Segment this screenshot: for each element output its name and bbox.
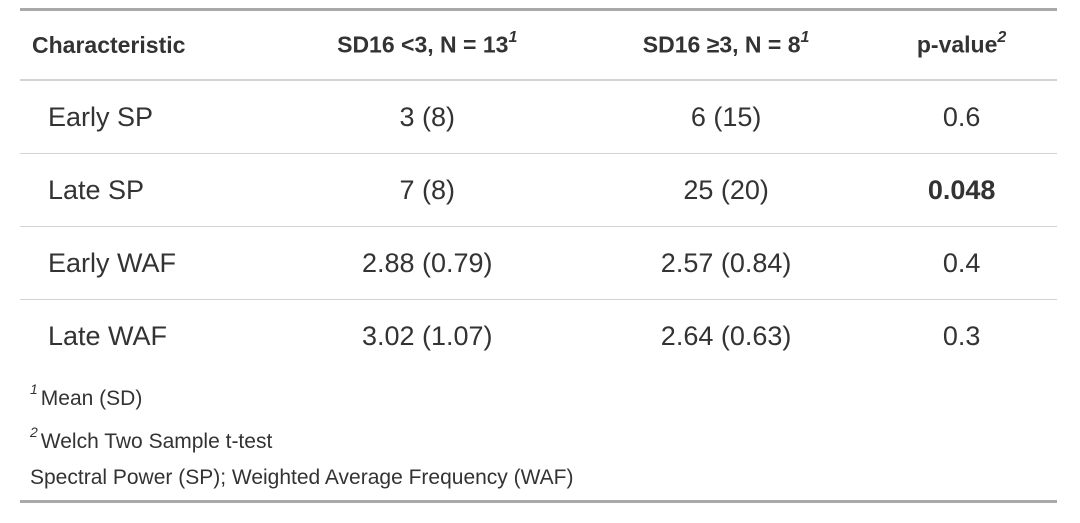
header-group-a-label: SD16 <3, N = 13 <box>337 31 509 58</box>
cell-group-a: 7 (8) <box>268 153 586 227</box>
header-group-b: SD16 ≥3, N = 81 <box>586 11 867 81</box>
table-footnotes: 1 Mean (SD) 2 Welch Two Sample t-test Spec… <box>20 372 1057 500</box>
footnote-text: Welch Two Sample t-test <box>40 430 273 453</box>
header-pvalue: p-value2 <box>866 11 1057 81</box>
table-body: Early SP 3 (8) 6 (15) 0.6 Late SP 7 (8) … <box>20 80 1057 372</box>
table-row: Late SP 7 (8) 25 (20) 0.048 <box>20 153 1057 227</box>
row-label: Early SP <box>20 80 269 154</box>
summary-table-container: Characteristic SD16 <3, N = 131 SD16 ≥3,… <box>20 8 1057 503</box>
cell-pvalue: 0.048 <box>866 153 1057 227</box>
row-label: Early WAF <box>20 226 269 300</box>
header-pvalue-label: p-value <box>916 31 998 58</box>
header-group-a: SD16 <3, N = 131 <box>268 11 586 81</box>
row-label: Late WAF <box>48 320 168 351</box>
header-characteristic: Characteristic <box>20 11 269 81</box>
header-group-b-footnote-marker: 1 <box>800 29 810 47</box>
table-row: Late WAF 3.02 (1.07) 2.64 (0.63) 0.3 <box>20 300 1057 373</box>
header-pvalue-footnote-marker: 2 <box>997 29 1007 47</box>
cell-pvalue: 0.4 <box>866 226 1057 300</box>
footnote-marker: 2 <box>30 424 38 440</box>
cell-group-a: 3.02 (1.07) <box>361 320 493 351</box>
cell-pvalue: 0.6 <box>866 80 1057 154</box>
cell-group-b: 2.64 (0.63) <box>660 320 792 351</box>
header-group-a-footnote-marker: 1 <box>508 29 518 47</box>
footnote-marker: 1 <box>30 381 38 397</box>
cell-group-b: 2.57 (0.84) <box>586 226 867 300</box>
table-row: Early WAF 2.88 (0.79) 2.57 (0.84) 0.4 <box>20 226 1057 300</box>
footnote: 1 Mean (SD) <box>30 378 1057 413</box>
table-row: Early SP 3 (8) 6 (15) 0.6 <box>20 80 1057 154</box>
abbreviations-note: Spectral Power (SP); Weighted Average Fr… <box>30 464 1057 492</box>
cell-group-a: 2.88 (0.79) <box>268 226 586 300</box>
header-group-b-label: SD16 ≥3, N = 8 <box>642 31 801 58</box>
footnote-text: Mean (SD) <box>40 387 143 410</box>
header-row: Characteristic SD16 <3, N = 131 SD16 ≥3,… <box>20 11 1057 81</box>
table-header: Characteristic SD16 <3, N = 131 SD16 ≥3,… <box>20 11 1057 81</box>
footnote: 2 Welch Two Sample t-test <box>30 421 1057 456</box>
cell-group-a: 3 (8) <box>268 80 586 154</box>
cell-pvalue: 0.3 <box>942 320 981 351</box>
cell-group-b: 6 (15) <box>586 80 867 154</box>
footnote-text: Spectral Power (SP); Weighted Average Fr… <box>30 466 574 489</box>
summary-table: Characteristic SD16 <3, N = 131 SD16 ≥3,… <box>20 11 1057 372</box>
cell-group-b: 25 (20) <box>586 153 867 227</box>
row-label: Late SP <box>20 153 269 227</box>
header-characteristic-label: Characteristic <box>32 31 186 58</box>
